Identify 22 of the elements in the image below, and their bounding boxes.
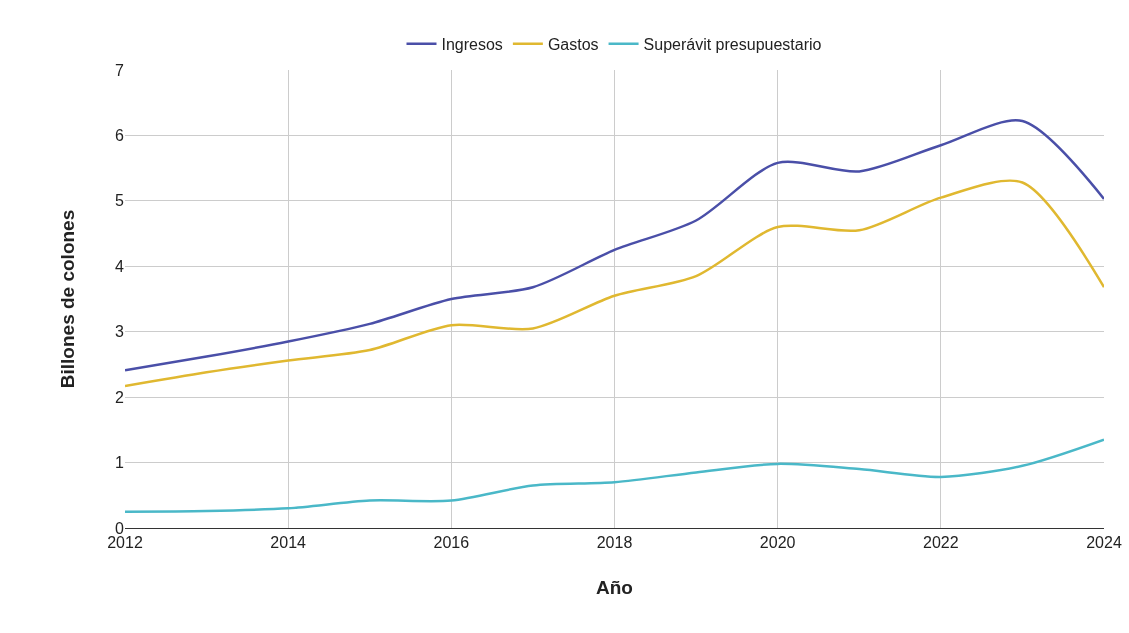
y-tick-label: 7 bbox=[115, 61, 125, 79]
legend-label: Ingresos bbox=[441, 35, 503, 53]
y-axis-title: Billones de colones bbox=[56, 209, 78, 389]
y-tick-label: 1 bbox=[115, 454, 125, 472]
y-tick-label: 4 bbox=[115, 257, 125, 275]
y-tick-label: 3 bbox=[115, 323, 125, 341]
x-tick-label: 2024 bbox=[1086, 534, 1122, 552]
y-tick-label: 6 bbox=[115, 127, 125, 145]
legend-label: Superávit presupuestario bbox=[643, 35, 822, 53]
line-series bbox=[125, 119, 1104, 372]
x-tick-label: 2012 bbox=[107, 534, 143, 552]
y-tick-label: 5 bbox=[115, 192, 125, 210]
legend-label: Gastos bbox=[547, 35, 599, 53]
x-tick-label: 2022 bbox=[923, 534, 959, 552]
y-tick-label: 0 bbox=[115, 519, 125, 537]
x-axis-title: Año bbox=[596, 577, 633, 598]
x-tick-label: 2014 bbox=[270, 534, 307, 552]
line-series bbox=[125, 438, 1104, 513]
x-tick-label: 2018 bbox=[596, 534, 633, 552]
x-tick-label: 2016 bbox=[433, 534, 470, 552]
y-tick-label: 2 bbox=[115, 388, 125, 406]
x-tick-label: 2020 bbox=[759, 534, 796, 552]
